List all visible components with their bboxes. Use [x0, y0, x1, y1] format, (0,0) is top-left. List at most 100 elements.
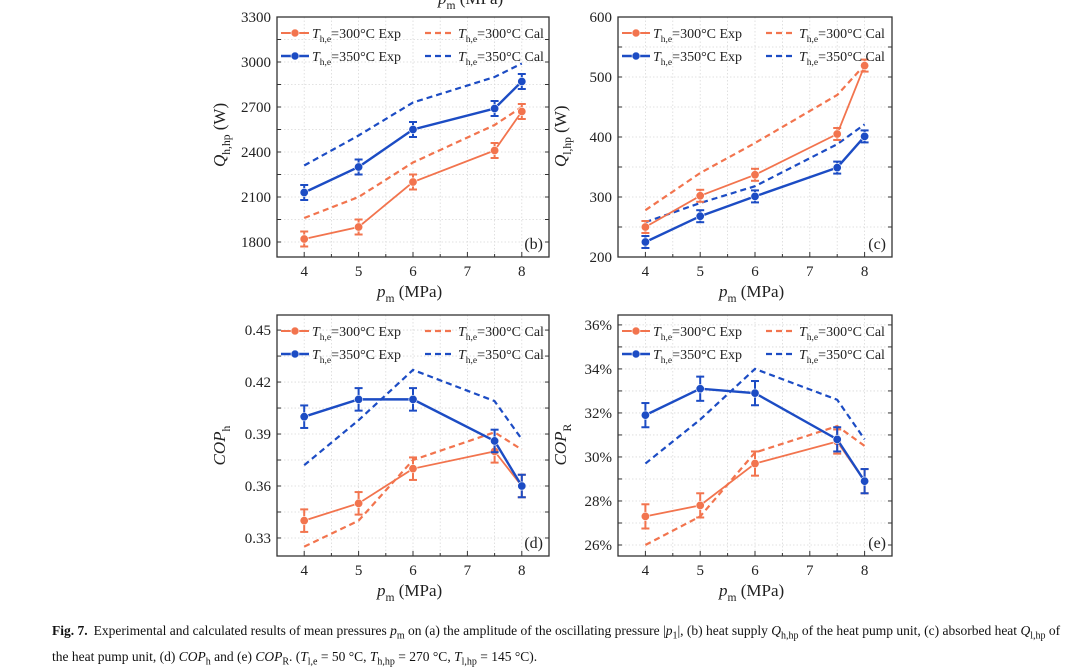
data-point: [517, 107, 527, 117]
panel-label: (d): [524, 535, 543, 552]
legend-marker: [631, 326, 641, 336]
legend-label: Th,e=300°C Exp: [653, 27, 742, 45]
series-line-t350-cal: [303, 62, 523, 167]
data-point: [640, 237, 650, 247]
data-point: [408, 177, 418, 187]
x-tick-label: 4: [642, 264, 650, 280]
y-tick-label: 0.42: [245, 375, 271, 391]
panel-c: 4 5 6 7 8 200 300 400 500 600 pm (MPa) Ql,hp (W) (c)…: [551, 10, 893, 305]
x-tick-label: 7: [464, 563, 472, 579]
legend-marker: [290, 51, 300, 61]
panel-label: (c): [868, 236, 886, 253]
x-tick-label: 6: [409, 264, 417, 280]
x-tick-label: 8: [861, 264, 869, 280]
panel-e: 4 5 6 7 8 26% 28% 30% 32% 34% 36% pm (MPa) COPR (e) Th…: [551, 314, 893, 604]
caption-segment: h,hp: [377, 656, 395, 668]
panel-label: (e): [868, 535, 886, 552]
caption-segment: T: [454, 648, 462, 664]
data-point: [517, 481, 527, 491]
y-tick-label: 28%: [585, 494, 613, 510]
y-tick-label: 2400: [241, 145, 271, 161]
legend-label: Th,e=350°C Cal: [799, 50, 885, 68]
y-tick-label: 34%: [585, 362, 613, 378]
x-axis-title: pm (MPa): [718, 282, 784, 305]
y-tick-label: 26%: [585, 538, 613, 554]
data-point: [832, 163, 842, 173]
caption-segment: R: [282, 656, 290, 668]
legend-label: Th,e=300°C Cal: [799, 325, 885, 343]
data-point: [832, 434, 842, 444]
x-tick-label: 8: [861, 563, 869, 579]
caption-segment: = 270 °C,: [394, 648, 455, 664]
panel-label: (b): [524, 236, 543, 253]
data-point: [860, 476, 870, 486]
legend-marker: [631, 51, 641, 61]
x-tick-label: 5: [696, 563, 704, 579]
x-tick-label: 4: [300, 264, 308, 280]
data-point: [517, 77, 527, 87]
legend-marker: [290, 28, 300, 38]
figure: pm (MPa) 4 5 6 7 8 1800 2100 2400 2700 3000 3300 pm …: [210, 0, 893, 604]
caption-label: Fig. 7.: [52, 623, 88, 638]
data-point: [695, 211, 705, 221]
caption-text: Experimental and calculated results of m…: [52, 623, 1061, 668]
legend-label: Th,e=300°C Cal: [458, 27, 544, 45]
y-tick-label: 0.33: [245, 531, 271, 547]
data-point: [860, 61, 870, 71]
y-axis-title: Qh,hp (W): [210, 103, 233, 167]
x-tick-label: 4: [642, 563, 650, 579]
y-tick-label: 600: [590, 10, 613, 26]
y-tick-label: 32%: [585, 406, 613, 422]
x-tick-label: 7: [806, 264, 814, 280]
data-point: [640, 511, 650, 521]
x-axis-title: pm (MPa): [718, 581, 784, 604]
caption-segment: 1: [672, 630, 678, 642]
caption-segment: and (e): [210, 648, 256, 664]
y-tick-label: 300: [590, 190, 613, 206]
data-point: [408, 125, 418, 135]
data-point: [750, 191, 760, 201]
legend-label: Th,e=350°C Exp: [653, 50, 742, 68]
x-axis-title: pm (MPa): [376, 282, 442, 305]
x-tick-label: 8: [518, 264, 526, 280]
caption-segment: on (a) the amplitude of the oscillating …: [404, 623, 666, 638]
caption-segment: l,hp: [461, 656, 477, 668]
series-line-t300-cal: [303, 106, 523, 220]
legend-marker: [290, 326, 300, 336]
legend-label: Th,e=300°C Exp: [653, 325, 742, 343]
data-point: [354, 498, 364, 508]
caption-segment: p: [390, 623, 397, 638]
x-tick-label: 6: [751, 264, 759, 280]
x-tick-label: 4: [300, 563, 308, 579]
y-tick-label: 500: [590, 70, 613, 86]
panel-b: 4 5 6 7 8 1800 2100 2400 2700 3000 3300 pm (MPa) Qh,…: [210, 10, 550, 305]
caption-segment: l,hp: [1030, 630, 1046, 642]
y-tick-label: 0.39: [245, 427, 271, 443]
figure-caption: Fig. 7. Experimental and calculated resul…: [52, 621, 1062, 672]
x-tick-label: 7: [464, 264, 472, 280]
caption-segment: h,hp: [781, 630, 799, 642]
data-point: [299, 412, 309, 422]
y-tick-label: 0.36: [245, 479, 272, 495]
x-tick-label: 5: [355, 264, 363, 280]
caption-segment: |, (b) heat supply: [677, 623, 772, 638]
y-tick-label: 1800: [241, 235, 271, 251]
legend-label: Th,e=350°C Exp: [312, 50, 401, 68]
series-line-t300-cal: [644, 424, 866, 546]
caption-segment: h: [205, 656, 211, 668]
top-cut-axis-title: pm (MPa): [437, 0, 503, 12]
caption-segment: of the heat pump unit, (d): [52, 623, 1061, 664]
caption-segment: T: [369, 648, 378, 664]
x-tick-label: 5: [355, 563, 363, 579]
caption-segment: p: [665, 623, 673, 638]
data-point: [640, 410, 650, 420]
data-point: [354, 394, 364, 404]
y-axis-title: Ql,hp (W): [551, 105, 574, 167]
y-tick-label: 36%: [585, 318, 613, 334]
y-axis-title: COPR: [551, 424, 574, 466]
data-point: [354, 162, 364, 172]
data-point: [640, 222, 650, 232]
caption-segment: l,e: [307, 656, 318, 668]
legend-label: Th,e=300°C Cal: [458, 325, 544, 343]
legend-label: Th,e=350°C Cal: [799, 348, 885, 366]
